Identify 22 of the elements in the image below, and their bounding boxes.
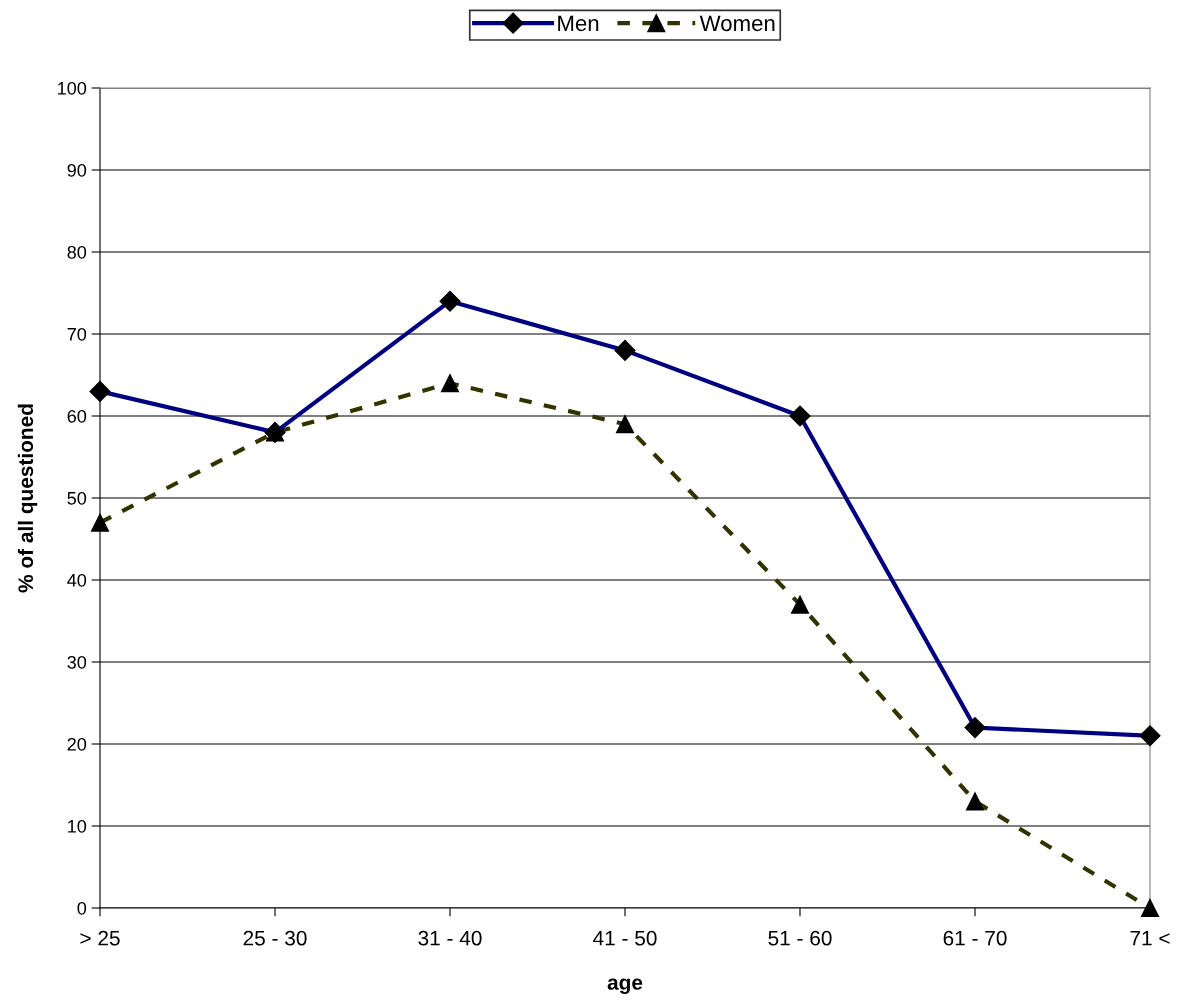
y-tick-label: 20 — [67, 737, 87, 751]
legend-label: Women — [699, 15, 775, 32]
y-tick-label: 80 — [67, 245, 87, 259]
y-tick-label: 10 — [68, 819, 87, 833]
x-tick-label: > 25 — [80, 930, 120, 946]
y-tick-label: 0 — [77, 901, 87, 915]
y-tick-label: 70 — [67, 327, 87, 341]
x-tick-label: 71 < — [1130, 930, 1170, 946]
x-tick-label: 61 - 70 — [943, 930, 1007, 946]
x-axis-title: age — [607, 978, 643, 995]
y-tick-label: 50 — [67, 491, 87, 505]
legend-label: Men — [558, 15, 599, 32]
y-tick-label: 60 — [67, 409, 87, 423]
y-tick-label: 30 — [67, 655, 87, 669]
x-tick-label: 31 - 40 — [418, 930, 482, 946]
x-tick-label: 25 - 30 — [243, 930, 307, 946]
y-tick-label: 90 — [67, 163, 87, 177]
x-tick-label: 41 - 50 — [593, 930, 657, 946]
x-tick-label: 51 - 60 — [768, 930, 832, 946]
y-tick-label: 100 — [58, 81, 87, 95]
y-tick-label: 40 — [67, 573, 87, 587]
y-axis-title: % of all questioned — [17, 404, 38, 593]
